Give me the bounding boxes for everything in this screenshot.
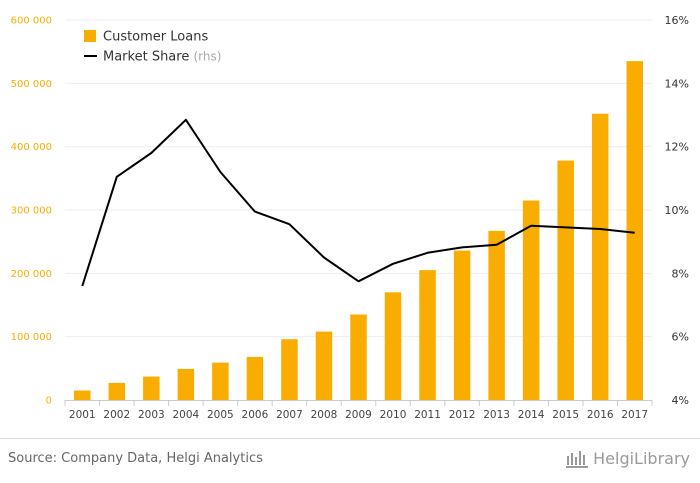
right-y-axis: 4% 6% 8% 10% 12% 14% 16%	[665, 14, 689, 407]
legend-swatch-customer-loans	[84, 30, 96, 42]
bar-2005	[212, 362, 229, 400]
x-tick-label: 2014	[518, 409, 545, 421]
right-tick-label: 14%	[665, 77, 689, 90]
x-tick-label: 2005	[207, 409, 234, 421]
bar-2001	[74, 390, 91, 400]
x-tick-label: 2002	[103, 409, 130, 421]
x-tick-label: 2004	[172, 409, 199, 421]
bar-2008	[315, 331, 333, 400]
x-tick-label: 2016	[587, 409, 614, 421]
helgi-library-icon	[566, 451, 589, 468]
bar-2012	[453, 250, 471, 400]
left-tick-label: 600 000	[11, 16, 52, 27]
bar-2016	[591, 113, 609, 400]
brand-logo: HelgiLibrary	[566, 447, 690, 469]
right-tick-label: 8%	[672, 267, 689, 280]
source-note: Source: Company Data, Helgi Analytics	[8, 451, 263, 466]
bar-2015	[557, 160, 574, 400]
combo-chart: 2001 2002 2003 2004 2005 2006 2007 2008 2009 2010…	[11, 14, 689, 421]
grid-lines	[65, 19, 652, 338]
x-tick-label: 2011	[414, 409, 441, 421]
x-tick-label: 2017	[621, 409, 648, 421]
x-tick-label: 2010	[380, 409, 407, 421]
left-tick-label: 100 000	[11, 332, 52, 343]
bar-2002	[108, 382, 126, 400]
right-tick-label: 16%	[665, 14, 689, 27]
x-tick-label: 2006	[242, 409, 269, 421]
brand-name: HelgiLibrary	[593, 448, 690, 468]
bar-2007	[281, 339, 298, 400]
legend: Customer Loans Market Share (rhs)	[84, 30, 221, 65]
x-tick-label: 2009	[345, 409, 372, 421]
left-tick-label: 200 000	[11, 269, 52, 280]
left-tick-label: 0	[46, 396, 52, 407]
x-tick-label: 2008	[311, 409, 338, 421]
right-tick-label: 10%	[665, 204, 689, 217]
right-tick-label: 12%	[665, 141, 689, 154]
bar-2010	[384, 292, 402, 400]
bar-2006	[246, 356, 264, 400]
x-tick-label: 2015	[552, 409, 579, 421]
bar-2013	[488, 230, 505, 400]
left-tick-label: 400 000	[11, 142, 52, 153]
bar-2003	[143, 376, 160, 400]
x-tick-label: 2012	[449, 409, 476, 421]
legend-rhs-note: (rhs)	[193, 50, 221, 64]
x-tick-label: 2001	[69, 409, 96, 421]
x-tick-label: 2003	[138, 409, 165, 421]
bar-series-customer-loans	[74, 61, 643, 401]
left-y-axis: 0 100 000 200 000 300 000 400 000 500 000 600 …	[11, 16, 52, 407]
line-series-market-share	[81, 118, 635, 287]
right-tick-label: 6%	[672, 331, 689, 344]
bar-2017	[626, 61, 643, 401]
bar-2009	[350, 314, 367, 400]
left-tick-label: 300 000	[11, 206, 52, 217]
legend-label-market-share: Market Share (rhs)	[103, 50, 221, 65]
bar-2004	[177, 368, 195, 400]
right-tick-label: 4%	[672, 394, 689, 407]
footer: Source: Company Data, Helgi Analytics He…	[0, 438, 700, 483]
x-axis: 2001 2002 2003 2004 2005 2006 2007 2008 2009 2010…	[64, 400, 653, 421]
bar-2011	[419, 270, 436, 400]
left-tick-label: 500 000	[11, 79, 52, 90]
x-tick-label: 2013	[483, 409, 510, 421]
x-tick-label: 2007	[276, 409, 303, 421]
legend-label-customer-loans: Customer Loans	[103, 30, 208, 45]
bar-2014	[522, 200, 540, 400]
